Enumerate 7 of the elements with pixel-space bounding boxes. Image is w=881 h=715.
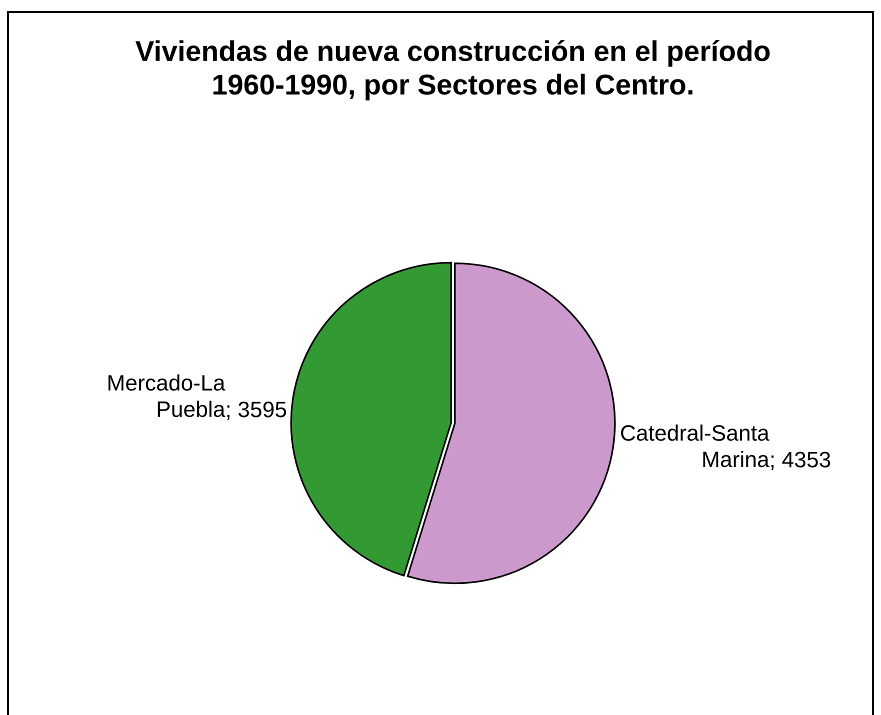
chart-title: Viviendas de nueva construcción en el período 1960-1990, por Sectores del Centro. — [135, 40, 770, 100]
pie-slice — [406, 262, 616, 584]
data-label: ; 3595 — [227, 402, 286, 420]
data-label: ; 4353 — [771, 452, 830, 470]
slice-label: Mercado-La Puebla — [108, 374, 226, 418]
pie-slice — [290, 262, 452, 576]
slice-label: Catedral-Santa Marina — [621, 424, 770, 468]
